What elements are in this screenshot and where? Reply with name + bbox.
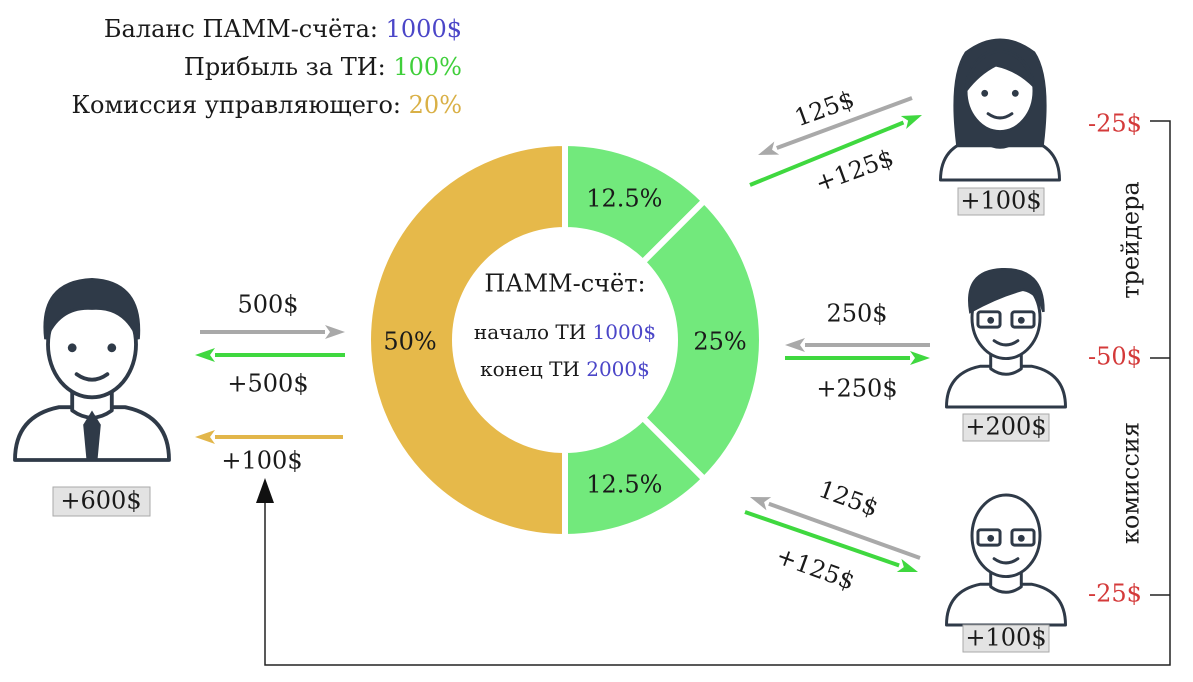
segment-label: 25% [693, 328, 746, 356]
donut: 50% 12.5% 25% 12.5% [365, 139, 765, 541]
flow-label: 250$ [826, 300, 887, 328]
header-label: Прибыль за ТИ: [184, 53, 386, 81]
person-eye [1017, 316, 1025, 324]
flow-label: +125$ [812, 144, 898, 198]
person-body [945, 364, 1067, 409]
flow-label: 125$ [791, 85, 858, 132]
donut-end: конец ТИ 2000$ [480, 357, 650, 381]
header-line: Баланс ПАММ-счёта: 1000$ [104, 15, 462, 43]
amount-tag [962, 413, 1050, 442]
person-eye [67, 343, 77, 353]
person-mouth [986, 112, 1014, 120]
amount-tag [962, 624, 1050, 653]
person [945, 268, 1067, 409]
trader-amount: +100$ [960, 187, 1041, 215]
arrow-head [750, 497, 772, 511]
arrow-head [896, 558, 918, 573]
person-eye [987, 534, 995, 542]
person [945, 493, 1067, 627]
donut-title: ПАММ-счёт: [484, 270, 645, 298]
segment-label: 50% [383, 328, 436, 356]
arrow-line [768, 501, 921, 560]
header-label: Баланс ПАММ-счёта: [104, 15, 378, 43]
segment-label: 12.5% [586, 184, 662, 212]
donut-start: начало ТИ 1000$ [474, 320, 656, 344]
person [13, 277, 171, 462]
person-eye [987, 316, 995, 324]
amount-tag [52, 486, 151, 517]
person [939, 38, 1061, 182]
arrow-head [758, 141, 780, 155]
flow-label: +500$ [227, 370, 308, 398]
header-line: Прибыль за ТИ: 100% [184, 53, 462, 81]
commission-label: трейдера [1117, 181, 1145, 299]
flow-label: +125$ [773, 542, 859, 596]
flow-label: 125$ [815, 475, 882, 522]
header-line: Комиссия управляющего: 20% [71, 91, 462, 119]
arrow-head [256, 478, 274, 503]
person-mouth [74, 372, 110, 382]
donut-segment [562, 413, 709, 541]
person-eye [981, 89, 989, 97]
segment-label: 12.5% [586, 471, 662, 499]
start-label: начало ТИ [474, 320, 586, 344]
trader-amount: +200$ [965, 413, 1046, 441]
arrows [195, 96, 930, 573]
header-value: 20% [409, 91, 462, 119]
trader-amount: +100$ [965, 624, 1046, 652]
person-tie [83, 410, 101, 460]
donut-segment [365, 139, 568, 541]
commission-amount: -25$ [1088, 110, 1142, 138]
person-hair [968, 268, 1045, 314]
start-value: 1000$ [593, 320, 657, 344]
header-label: Комиссия управляющего: [71, 91, 401, 119]
person-body [945, 582, 1067, 627]
commission-amount: -50$ [1088, 343, 1142, 371]
end-label: конец ТИ [480, 357, 580, 381]
commission-bracket [264, 120, 1171, 666]
arrow-line [744, 510, 900, 568]
arrow-head [195, 348, 215, 362]
person-hair [43, 277, 141, 340]
donut-segment [638, 196, 765, 484]
person-hair [964, 49, 1037, 96]
person-eye [107, 343, 117, 353]
arrow-line [776, 96, 913, 150]
header-value: 100% [393, 53, 462, 81]
flow-label: 500$ [237, 291, 298, 319]
person-head [970, 493, 1042, 579]
commission-label: комиссия [1117, 422, 1145, 544]
arrow-head [785, 338, 805, 352]
person-mouth [992, 557, 1020, 565]
people [13, 38, 1067, 627]
arrow-head [195, 430, 215, 444]
person-eye [1011, 89, 1019, 97]
flow-label: +100$ [221, 447, 302, 475]
end-value: 2000$ [586, 357, 650, 381]
amount-tag [957, 187, 1045, 216]
person-eye [1017, 534, 1025, 542]
arrow-line [749, 120, 905, 187]
header-value: 1000$ [386, 15, 462, 43]
investor-amount: +600$ [60, 487, 141, 515]
person-mouth [992, 339, 1020, 347]
flow-label: +250$ [816, 375, 897, 403]
arrow-head [900, 115, 922, 130]
arrow-head [325, 325, 345, 339]
arrow-head [910, 351, 930, 365]
commission-amount: -25$ [1088, 580, 1142, 608]
